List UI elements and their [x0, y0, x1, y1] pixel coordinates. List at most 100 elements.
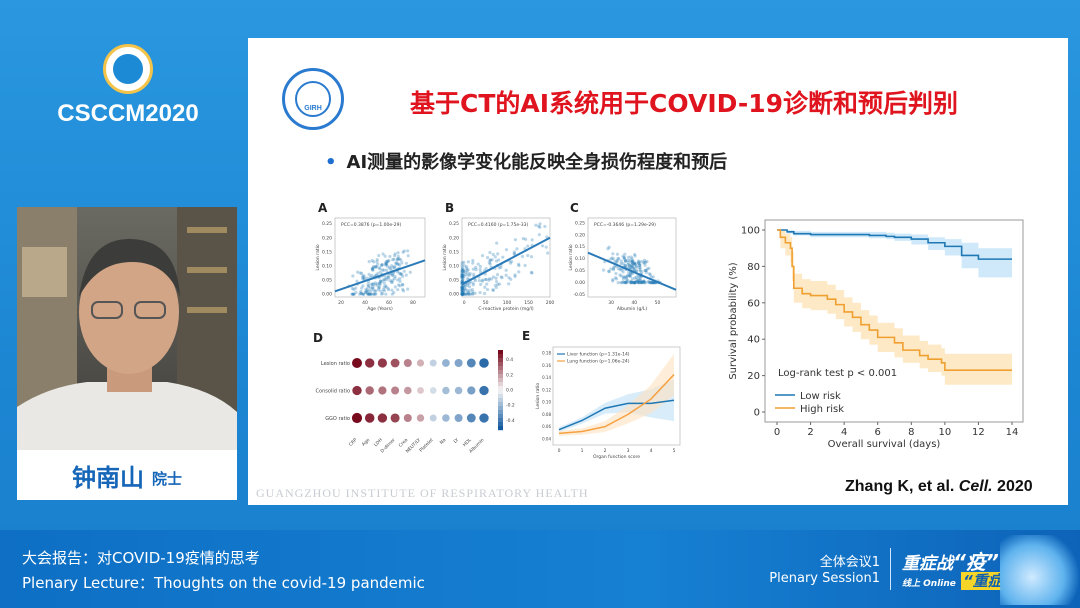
y-tick-label: 0 — [754, 408, 760, 419]
scatter-point — [374, 265, 378, 269]
scatter-point — [382, 285, 386, 289]
scatter-point — [504, 268, 508, 272]
y-axis-label: Lesion ratio — [315, 244, 321, 270]
scatter-point — [400, 282, 404, 287]
km-axes-frame — [764, 219, 1024, 423]
pcc-annotation: PCC=0.3876 (p=1.00e-29) — [341, 222, 401, 228]
scatter-point — [497, 258, 501, 262]
scatter-point — [367, 289, 371, 293]
scatter-point — [537, 233, 541, 237]
scatter-point — [622, 257, 627, 261]
scatter-point — [390, 264, 394, 268]
citation-journal: Cell. — [958, 478, 993, 495]
scatter-point — [634, 263, 638, 267]
scatter-point — [624, 277, 629, 281]
scatter-point — [389, 280, 394, 284]
scatter-point — [379, 270, 383, 274]
scatter-point — [621, 262, 625, 266]
scatter-point — [631, 266, 635, 270]
scatter-point — [540, 244, 545, 248]
session-en: Plenary Session1 — [769, 571, 880, 586]
scatter-point — [493, 255, 497, 259]
scatter-point — [629, 264, 633, 268]
scatter-point — [640, 280, 645, 284]
scatter-point — [636, 280, 640, 284]
scatter-point — [384, 261, 388, 265]
colorbar-segment — [498, 366, 503, 371]
scatter-point — [631, 259, 635, 263]
scatter-point — [613, 276, 618, 280]
scatter-point — [473, 278, 478, 283]
scatter-point — [633, 281, 637, 285]
scatter-point — [478, 290, 482, 295]
scatter-point — [352, 292, 356, 296]
scatter-point — [611, 266, 616, 271]
brand-line-1: 重症战“疫” — [902, 546, 999, 575]
watermark: GUANGZHOU INSTITUTE OF RESPIRATORY HEALT… — [256, 486, 589, 500]
conference-name: CSCCM2020 — [57, 100, 199, 127]
scatter-point — [642, 260, 646, 265]
scatter-point — [402, 269, 406, 273]
cma-logo — [103, 44, 153, 94]
scatter-point — [633, 280, 637, 284]
scatter-point — [460, 275, 464, 279]
scatter-point — [355, 279, 359, 283]
scatter-point — [462, 264, 466, 268]
scatter-point — [388, 267, 392, 271]
scatter-point — [611, 268, 616, 272]
scatter-point — [494, 285, 498, 290]
scatter-point — [630, 263, 634, 267]
scatter-point — [526, 244, 530, 248]
y-tick-label: 0.15 — [575, 244, 585, 250]
scatter-point — [462, 283, 467, 288]
scatter-point — [517, 264, 521, 268]
scatter-point — [391, 258, 395, 262]
heatmap-cell — [404, 386, 412, 395]
scatter-point — [359, 291, 363, 295]
colorbar-segment — [498, 422, 503, 427]
x-axis-label: Overall survival (days) — [828, 439, 941, 450]
x-tick-label: 1 — [581, 448, 584, 454]
scatter-point — [381, 287, 386, 292]
scatter-point — [462, 274, 466, 279]
scatter-point — [637, 266, 642, 270]
scatter-point — [638, 268, 642, 272]
y-tick-label: 0.10 — [575, 256, 585, 262]
scatter-point — [460, 269, 464, 273]
scatter-point — [367, 272, 371, 276]
scatter-point — [494, 259, 499, 263]
scatter-point — [616, 281, 620, 285]
scatter-point — [460, 279, 464, 284]
scatter-point — [461, 292, 465, 296]
scatter-point — [460, 289, 464, 294]
heatmap-cell — [365, 386, 374, 395]
scatter-point — [634, 265, 638, 269]
x-tick-label: 200 — [546, 300, 555, 306]
scatter-point — [491, 275, 496, 279]
scatter-point — [607, 269, 611, 273]
scatter-point — [633, 261, 637, 266]
citation-authors: Zhang K, et al. — [845, 478, 959, 495]
x-tick-label: 0 — [558, 448, 561, 454]
scatter-point — [499, 265, 503, 269]
scatter-point — [500, 276, 504, 280]
scatter-point — [635, 279, 640, 283]
colorbar-segment — [498, 358, 503, 363]
scatter-point — [359, 289, 363, 294]
scatter-point — [361, 274, 365, 278]
scatter-point — [460, 285, 464, 289]
scatter-point — [490, 258, 494, 262]
scatter-point — [607, 245, 611, 249]
heatmap-cell — [479, 413, 489, 423]
divider — [890, 548, 891, 590]
scatter-point — [369, 292, 373, 296]
scatter-point — [633, 281, 637, 285]
scatter-point — [370, 259, 374, 263]
scatter-point — [383, 263, 388, 267]
scatter-point — [376, 284, 380, 288]
report-title-cn: 大会报告：对COVID-19疫情的思考 — [22, 549, 260, 567]
scatter-point — [461, 268, 465, 272]
scatter-point — [621, 280, 625, 284]
scatter-point — [460, 290, 464, 295]
colorbar-segment — [498, 382, 503, 387]
